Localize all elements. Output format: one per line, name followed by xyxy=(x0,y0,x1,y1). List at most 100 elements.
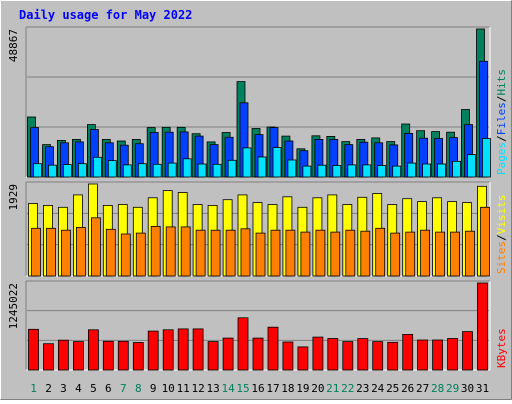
day-label: 24 xyxy=(371,382,385,395)
bar-pages-day-10 xyxy=(167,162,177,178)
bar-kbytes-day-9 xyxy=(147,330,159,371)
bar-kbytes-day-31 xyxy=(477,282,488,371)
bar-kbytes-day-12 xyxy=(192,328,204,371)
bar-kbytes-day-25 xyxy=(387,341,399,371)
bar-kbytes-day-1 xyxy=(28,328,39,371)
day-label: 26 xyxy=(401,382,414,395)
legend-entry: / xyxy=(495,96,508,103)
bar-sites-day-23 xyxy=(360,230,371,277)
bar-sites-day-13 xyxy=(210,229,221,277)
bar-kbytes-day-19 xyxy=(297,346,309,371)
day-label: 30 xyxy=(461,382,474,395)
panel-legend: Pages/Files/Hits xyxy=(495,69,508,175)
panel-max-label: 48867 xyxy=(7,29,20,62)
bar-sites-day-12 xyxy=(195,229,206,277)
bar-kbytes-day-2 xyxy=(43,343,54,371)
bar-sites-day-1 xyxy=(31,227,41,277)
bar-sites-day-11 xyxy=(180,226,191,277)
legend-entry: Hits xyxy=(495,69,508,96)
bar-pages-day-29 xyxy=(452,160,462,178)
day-label: 1 xyxy=(30,382,37,395)
bar-pages-day-3 xyxy=(63,164,72,178)
legend-entry: KBytes xyxy=(495,328,508,368)
bar-kbytes-day-18 xyxy=(282,341,294,371)
day-label: 25 xyxy=(386,382,399,395)
bar-kbytes-day-5 xyxy=(88,329,99,371)
day-label: 7 xyxy=(120,382,127,395)
bar-sites-day-16 xyxy=(255,232,266,277)
bar-pages-day-20 xyxy=(317,164,327,178)
bar-sites-day-21 xyxy=(330,231,341,277)
day-label: 22 xyxy=(341,382,354,395)
panel-visits-sites: 1929 Sites/Visits xyxy=(7,181,508,277)
day-label: 6 xyxy=(105,382,112,395)
legend-entry: / xyxy=(495,234,508,241)
bar-pages-day-4 xyxy=(78,163,87,178)
bar-sites-day-29 xyxy=(450,231,461,277)
day-label: 5 xyxy=(90,382,97,395)
bar-pages-day-25 xyxy=(392,165,402,178)
series-pages xyxy=(33,138,491,178)
legend-entry: / xyxy=(495,135,508,142)
day-label: 16 xyxy=(251,382,264,395)
legend-entry: Pages xyxy=(495,142,508,175)
day-label: 8 xyxy=(135,382,142,395)
bar-pages-day-5 xyxy=(93,156,102,178)
day-label: 12 xyxy=(191,382,204,395)
bar-sites-day-19 xyxy=(300,231,311,277)
bar-sites-day-28 xyxy=(435,231,446,277)
bar-sites-day-17 xyxy=(270,229,281,277)
bar-pages-day-27 xyxy=(422,163,432,178)
panel-max-label: 1929 xyxy=(7,184,20,211)
panel-max-label: 1245022 xyxy=(7,283,20,329)
bar-pages-day-13 xyxy=(212,163,222,178)
bar-pages-day-7 xyxy=(122,164,132,178)
bar-pages-day-24 xyxy=(377,165,387,178)
bar-pages-day-16 xyxy=(257,156,267,178)
day-label: 4 xyxy=(75,382,82,395)
bar-pages-day-26 xyxy=(407,162,417,178)
bar-kbytes-day-4 xyxy=(73,341,84,371)
bar-kbytes-day-6 xyxy=(102,340,114,371)
bar-kbytes-day-3 xyxy=(58,339,69,371)
day-label: 21 xyxy=(326,382,339,395)
bar-sites-day-15 xyxy=(240,228,251,277)
day-label: 31 xyxy=(476,382,489,395)
bar-pages-day-30 xyxy=(467,154,476,178)
bar-pages-day-17 xyxy=(272,147,282,178)
bar-kbytes-day-29 xyxy=(447,338,459,371)
day-label: 10 xyxy=(162,382,175,395)
bar-sites-day-3 xyxy=(61,229,71,277)
bar-sites-day-5 xyxy=(91,217,101,277)
bar-kbytes-day-27 xyxy=(417,339,429,371)
bar-sites-day-9 xyxy=(150,225,161,277)
bar-kbytes-day-13 xyxy=(207,341,219,371)
bar-pages-day-21 xyxy=(332,165,342,178)
day-label: 20 xyxy=(311,382,324,395)
day-label: 17 xyxy=(266,382,279,395)
panel-legend: Sites/Visits xyxy=(495,195,508,275)
day-label: 13 xyxy=(206,382,219,395)
panel-hits-files-pages: 48867 Pages/Files/Hits xyxy=(7,26,508,178)
bar-kbytes-day-11 xyxy=(177,328,189,371)
day-label: 3 xyxy=(60,382,67,395)
bar-pages-day-6 xyxy=(107,160,117,178)
bar-kbytes-day-22 xyxy=(342,341,354,371)
bar-pages-day-2 xyxy=(48,164,57,178)
bar-kbytes-day-8 xyxy=(132,342,144,371)
bar-kbytes-day-30 xyxy=(462,331,473,371)
day-label: 28 xyxy=(431,382,444,395)
bar-pages-day-11 xyxy=(182,158,192,178)
bar-kbytes-day-16 xyxy=(252,337,264,371)
bar-kbytes-day-14 xyxy=(222,337,234,371)
bar-kbytes-day-26 xyxy=(402,333,414,371)
bar-sites-day-8 xyxy=(135,232,146,277)
bar-kbytes-day-24 xyxy=(372,341,384,371)
bar-sites-day-31 xyxy=(480,206,490,277)
bar-sites-day-22 xyxy=(345,229,356,277)
day-label: 18 xyxy=(281,382,294,395)
bar-pages-day-12 xyxy=(197,163,207,178)
legend-entry: Visits xyxy=(495,195,508,235)
day-label: 9 xyxy=(150,382,157,395)
chart-title: Daily usage for May 2022 xyxy=(19,8,192,22)
